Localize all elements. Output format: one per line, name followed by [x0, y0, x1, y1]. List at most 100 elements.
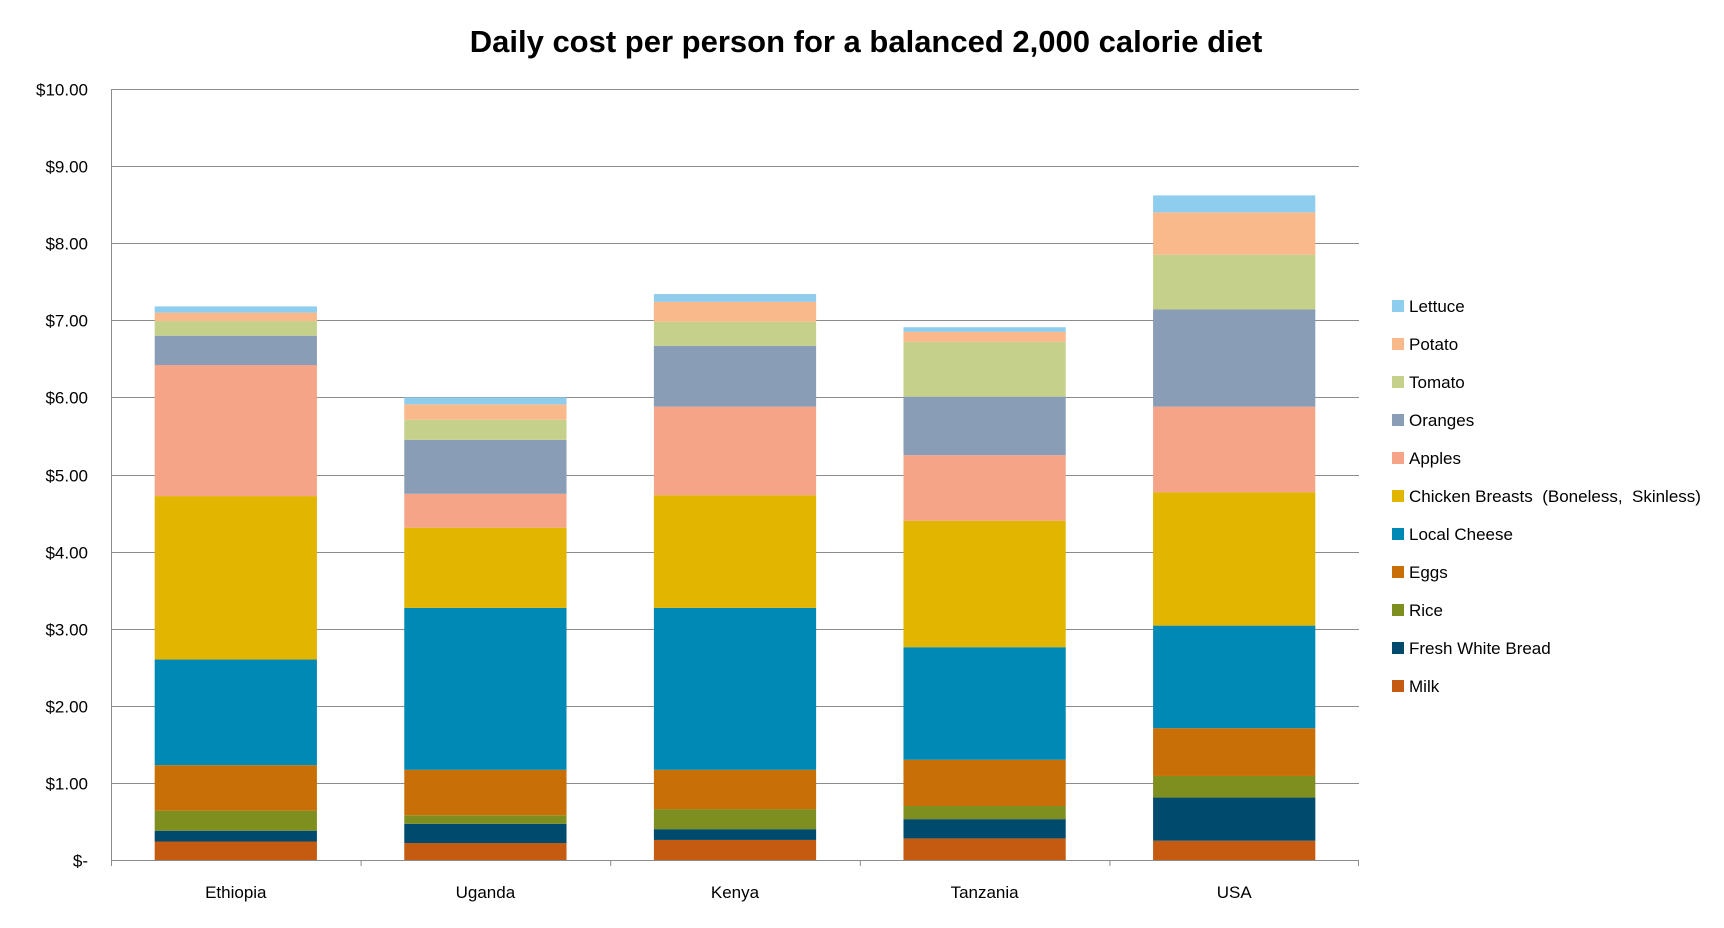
bar-segment [404, 607, 567, 770]
bar-segment [653, 809, 817, 830]
bar-segment [404, 439, 567, 494]
bar-segment [404, 527, 567, 608]
bar-segment [1153, 492, 1316, 626]
y-axis-tick-labels: $- $1.00 $2.00 $3.00 $4.00 $5.00 $6.00 $7.00 $8.… [36, 81, 88, 871]
bar-segment [653, 321, 817, 346]
x-tick-label: USA [1217, 883, 1253, 902]
bar-segment [653, 495, 817, 608]
y-tick-label: $9.00 [45, 158, 88, 177]
legend-swatch [1392, 528, 1404, 540]
y-tick-label: $8.00 [45, 235, 88, 254]
bar-segment [404, 769, 567, 816]
legend-label: Lettuce [1409, 297, 1465, 316]
bar-segment [1153, 406, 1316, 493]
bar-segment [154, 765, 317, 811]
legend-swatch [1392, 414, 1404, 426]
legend-swatch [1392, 642, 1404, 654]
y-tick-label: $6.00 [45, 389, 88, 408]
bar-segment [653, 294, 817, 302]
bar-segment [903, 647, 1066, 760]
x-tick-label: Ethiopia [205, 883, 267, 902]
bar-segment [154, 312, 317, 322]
bar-segment [903, 759, 1066, 807]
bar-segment [653, 829, 817, 840]
bar-segment [154, 659, 317, 766]
legend-swatch [1392, 300, 1404, 312]
y-tick-label: $- [73, 852, 88, 871]
bar-segment [903, 341, 1066, 397]
bar-segment [404, 397, 567, 405]
bar-segment [404, 843, 567, 860]
legend-label: Milk [1409, 677, 1440, 696]
bar-segment [1153, 254, 1316, 310]
legend-swatch [1392, 604, 1404, 616]
bar-segment [653, 769, 817, 810]
y-tick-label: $4.00 [45, 544, 88, 563]
bar-segment [903, 327, 1066, 332]
legend-label: Oranges [1409, 411, 1474, 430]
legend-label: Eggs [1409, 563, 1448, 582]
bar-segment [154, 810, 317, 831]
legend-label: Potato [1409, 335, 1458, 354]
bar-segment [1153, 728, 1316, 776]
bar-segment [154, 335, 317, 366]
chart-title: Daily cost per person for a balanced 2,0… [470, 24, 1263, 59]
y-tick-label: $7.00 [45, 312, 88, 331]
bar-segment [653, 607, 817, 770]
bar-segment [1153, 840, 1316, 860]
legend-label: Apples [1409, 449, 1461, 468]
bar-segment [404, 815, 567, 824]
legend: Lettuce Potato Tomato Oranges Apples Chicken … [1392, 297, 1701, 696]
legend-swatch [1392, 338, 1404, 350]
bar-segment [903, 838, 1066, 860]
bar-segment [903, 806, 1066, 820]
y-tick-label: $1.00 [45, 775, 88, 794]
x-tick-label: Kenya [711, 883, 760, 902]
bar-segment [1153, 212, 1316, 255]
axes [111, 89, 1359, 866]
y-tick-label: $3.00 [45, 621, 88, 640]
x-axis-tick-labels: Ethiopia Uganda Kenya Tanzania USA [205, 883, 1252, 902]
bar-segment [903, 520, 1066, 648]
legend-label: Fresh White Bread [1409, 639, 1551, 658]
y-tick-label: $2.00 [45, 698, 88, 717]
legend-swatch [1392, 490, 1404, 502]
bar-segment [404, 493, 567, 528]
bar-segment [404, 404, 567, 420]
legend-swatch [1392, 452, 1404, 464]
bar-segment [154, 841, 317, 860]
bar-segment [903, 331, 1066, 342]
bar-segment [1153, 195, 1316, 213]
bar-segment [1153, 625, 1316, 729]
bar-segment [653, 301, 817, 322]
legend-swatch [1392, 680, 1404, 692]
bar-segment [154, 496, 317, 660]
bar-segment [154, 306, 317, 313]
legend-label: Rice [1409, 601, 1443, 620]
bar-segment [903, 819, 1066, 839]
bar-segment [653, 345, 817, 407]
bar-segment [653, 406, 817, 496]
bar-segment [653, 839, 817, 860]
legend-swatch [1392, 566, 1404, 578]
bar-segment [154, 321, 317, 336]
legend-label: Local Cheese [1409, 525, 1513, 544]
legend-label: Chicken Breasts (Boneless, Skinless) [1409, 487, 1701, 506]
y-tick-label: $5.00 [45, 467, 88, 486]
bar-segment [154, 830, 317, 842]
bar-segment [1153, 775, 1316, 798]
bar-segment [404, 419, 567, 440]
y-tick-label: $10.00 [36, 81, 88, 100]
bar-segment [903, 396, 1066, 456]
x-tick-label: Uganda [456, 883, 516, 902]
bar-segment [903, 455, 1066, 521]
bars [154, 195, 1316, 860]
legend-label: Tomato [1409, 373, 1465, 392]
bar-segment [1153, 797, 1316, 841]
legend-swatch [1392, 376, 1404, 388]
bar-segment [1153, 309, 1316, 407]
bar-segment [154, 365, 317, 497]
bar-segment [404, 823, 567, 844]
